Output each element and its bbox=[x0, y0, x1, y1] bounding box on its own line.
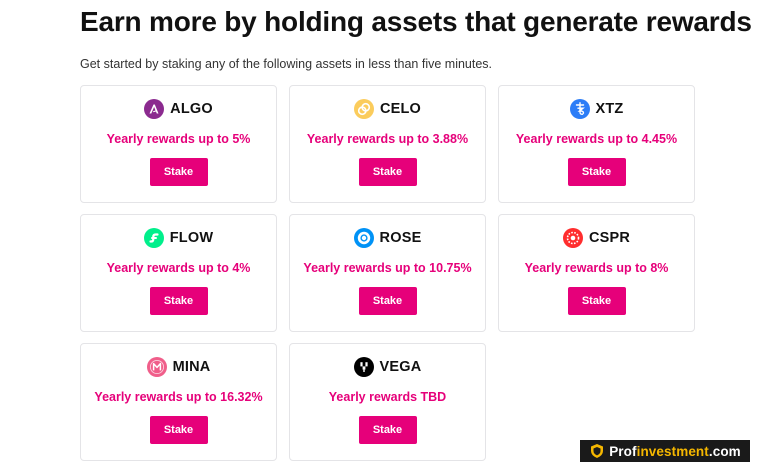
yearly-reward-text: Yearly rewards up to 3.88% bbox=[306, 132, 469, 146]
yearly-reward-text: Yearly rewards up to 10.75% bbox=[303, 261, 472, 275]
asset-symbol: CELO bbox=[379, 101, 422, 117]
watermark-prefix: Prof bbox=[609, 443, 637, 459]
page-title: Earn more by holding assets that generat… bbox=[80, 6, 752, 37]
asset-symbol: CSPR bbox=[588, 230, 631, 246]
vega-icon bbox=[353, 357, 374, 377]
asset-card-vega: VEGA Yearly rewards TBD Stake bbox=[289, 343, 486, 461]
asset-header: ROSE bbox=[353, 227, 422, 249]
stake-mina-button[interactable]: Stake bbox=[149, 416, 208, 444]
asset-symbol: ALGO bbox=[170, 101, 213, 117]
asset-symbol: ROSE bbox=[379, 230, 422, 246]
asset-card-flow: FLOW Yearly rewards up to 4% Stake bbox=[80, 214, 277, 332]
yearly-reward-text: Yearly rewards up to 16.32% bbox=[94, 390, 263, 404]
mina-icon bbox=[146, 357, 167, 377]
stake-celo-button[interactable]: Stake bbox=[358, 158, 417, 186]
stake-xtz-button[interactable]: Stake bbox=[567, 158, 626, 186]
casper-icon bbox=[562, 228, 583, 248]
profinvestment-watermark: Profinvestment.com bbox=[580, 440, 750, 462]
page-subtitle: Get started by staking any of the follow… bbox=[80, 57, 493, 71]
stake-flow-button[interactable]: Stake bbox=[149, 287, 208, 315]
flow-icon bbox=[143, 228, 164, 248]
asset-header: CSPR bbox=[562, 227, 631, 249]
asset-symbol: MINA bbox=[172, 359, 211, 375]
shield-logo-icon bbox=[591, 444, 604, 458]
asset-symbol: XTZ bbox=[595, 101, 624, 117]
oasis-rose-icon bbox=[353, 228, 374, 248]
asset-card-celo: CELO Yearly rewards up to 3.88% Stake bbox=[289, 85, 486, 203]
stake-rose-button[interactable]: Stake bbox=[358, 287, 417, 315]
asset-card-xtz: XTZ Yearly rewards up to 4.45% Stake bbox=[498, 85, 695, 203]
assets-grid: ALGO Yearly rewards up to 5% Stake CELO … bbox=[80, 85, 695, 461]
asset-header: MINA bbox=[146, 356, 211, 378]
asset-card-rose: ROSE Yearly rewards up to 10.75% Stake bbox=[289, 214, 486, 332]
asset-card-cspr: CSPR Yearly rewards up to 8% Stake bbox=[498, 214, 695, 332]
asset-card-algo: ALGO Yearly rewards up to 5% Stake bbox=[80, 85, 277, 203]
asset-header: XTZ bbox=[569, 98, 624, 120]
asset-header: VEGA bbox=[353, 356, 422, 378]
algo-icon bbox=[144, 99, 165, 119]
asset-header: ALGO bbox=[144, 98, 213, 120]
watermark-suffix: .com bbox=[708, 443, 741, 459]
yearly-reward-text: Yearly rewards up to 4.45% bbox=[515, 132, 678, 146]
stake-vega-button[interactable]: Stake bbox=[358, 416, 417, 444]
yearly-reward-text: Yearly rewards up to 5% bbox=[106, 132, 251, 146]
stake-algo-button[interactable]: Stake bbox=[149, 158, 208, 186]
asset-card-mina: MINA Yearly rewards up to 16.32% Stake bbox=[80, 343, 277, 461]
tezos-icon bbox=[569, 99, 590, 119]
celo-icon bbox=[353, 99, 374, 119]
yearly-reward-text: Yearly rewards up to 8% bbox=[524, 261, 669, 275]
asset-symbol: FLOW bbox=[169, 230, 214, 246]
asset-symbol: VEGA bbox=[379, 359, 422, 375]
watermark-highlight: investment bbox=[636, 443, 709, 459]
stake-cspr-button[interactable]: Stake bbox=[567, 287, 626, 315]
yearly-reward-text: Yearly rewards TBD bbox=[328, 390, 447, 404]
asset-header: FLOW bbox=[143, 227, 214, 249]
yearly-reward-text: Yearly rewards up to 4% bbox=[106, 261, 251, 275]
watermark-text: Profinvestment.com bbox=[609, 444, 741, 459]
asset-header: CELO bbox=[353, 98, 422, 120]
